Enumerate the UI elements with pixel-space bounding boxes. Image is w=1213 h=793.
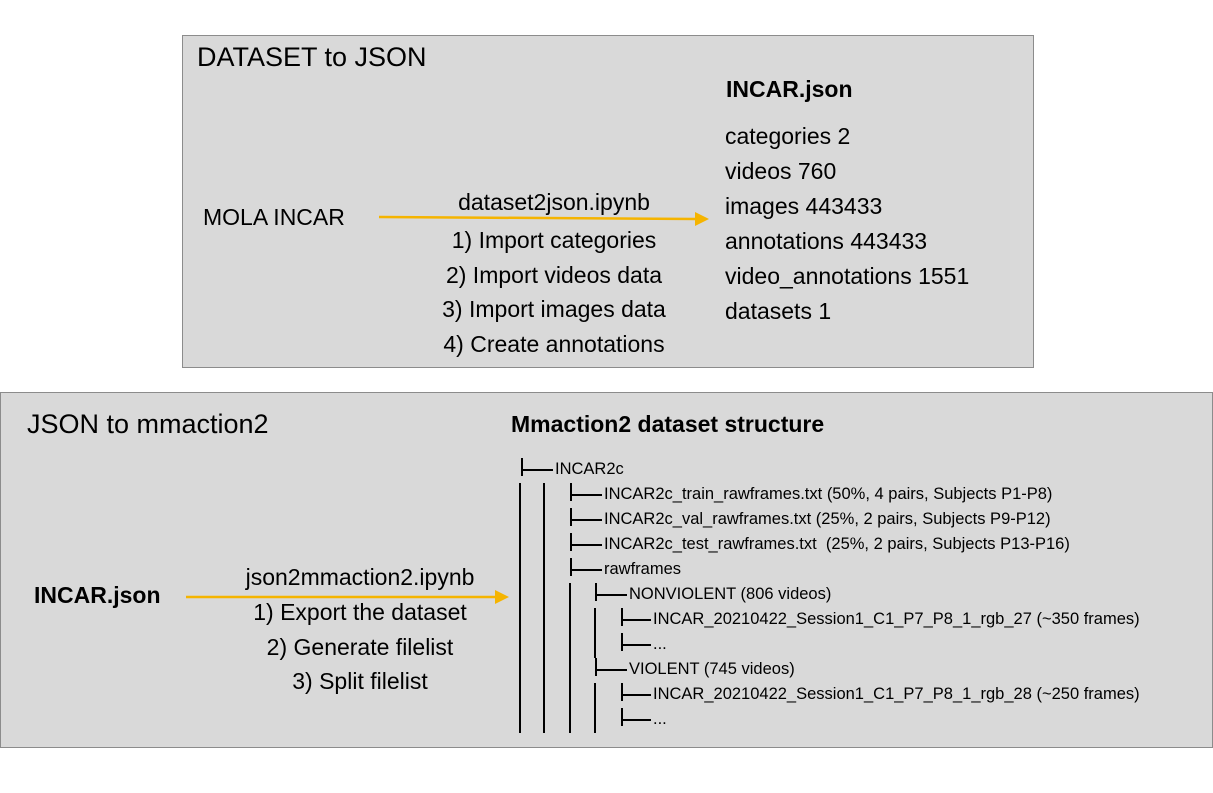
directory-tree: INCAR2c INCAR2c_train_rawframes.txt (50%… — [1, 393, 1213, 749]
panel1-arrow-icon — [379, 212, 709, 226]
tree-connector — [621, 608, 623, 626]
tree-connector — [621, 719, 651, 721]
tree-connector — [595, 669, 627, 671]
tree-connector — [621, 644, 651, 646]
panel1-output-item: annotations 443433 — [725, 228, 928, 254]
tree-connector — [570, 494, 602, 496]
panel2-source-label: INCAR.json — [34, 582, 161, 608]
panel1-step: 3) Import images data — [442, 296, 666, 322]
dataset-to-json-panel: DATASET to JSON MOLA INCAR dataset2json.… — [182, 35, 1034, 368]
tree-connector — [570, 519, 602, 521]
tree-branch-line — [594, 608, 596, 658]
tree-connector — [521, 469, 553, 471]
panel1-output-item: videos 760 — [725, 158, 837, 184]
panel2-step: 3) Split filelist — [292, 668, 428, 694]
structure-title: Mmaction2 dataset structure — [511, 411, 825, 437]
tree-connector — [621, 633, 623, 651]
tree-branch-line — [594, 683, 596, 733]
panel2-notebook-label: json2mmaction2.ipynb — [245, 564, 475, 590]
tree-nonviolent-folder: NONVIOLENT (806 videos) — [629, 585, 832, 603]
tree-connector — [570, 569, 602, 571]
tree-val-file: INCAR2c_val_rawframes.txt (25%, 2 pairs,… — [604, 510, 1051, 528]
panel1-steps: 1) Import categories 2) Import videos da… — [419, 223, 689, 361]
tree-connector — [521, 458, 523, 476]
panel1-title: DATASET to JSON — [197, 42, 427, 72]
tree-ellipsis: ... — [653, 635, 667, 653]
tree-connector — [570, 508, 572, 526]
tree-connector — [621, 683, 623, 701]
panel2-step: 1) Export the dataset — [253, 599, 467, 625]
panel1-source-label: MOLA INCAR — [203, 204, 345, 230]
tree-root-folder: INCAR2c — [555, 460, 624, 478]
panel1-output-item: images 443433 — [725, 193, 883, 219]
panel2-arrow-icon — [186, 590, 509, 604]
panel1-output-title: INCAR.json — [726, 76, 853, 102]
tree-test-file: INCAR2c_test_rawframes.txt (25%, 2 pairs… — [604, 535, 1070, 553]
tree-connector — [621, 619, 651, 621]
panel1-output-item: categories 2 — [725, 123, 851, 149]
tree-branch-line — [519, 483, 521, 733]
tree-connector — [621, 708, 623, 726]
tree-branch-line — [569, 583, 571, 733]
tree-violent-folder: VIOLENT (745 videos) — [629, 660, 795, 678]
panel2-steps: 1) Export the dataset 2) Generate fileli… — [222, 595, 498, 699]
tree-connector — [570, 533, 572, 551]
tree-connector — [570, 558, 572, 576]
tree-connector — [570, 544, 602, 546]
panel1-output-item: datasets 1 — [725, 298, 832, 324]
json-to-mmaction2-panel: JSON to mmaction2 INCAR.json json2mmacti… — [0, 392, 1213, 748]
tree-connector — [595, 658, 597, 676]
panel1-notebook-label: dataset2json.ipynb — [458, 189, 650, 215]
panel1-step: 1) Import categories — [451, 227, 657, 253]
panel1-step: 4) Create annotations — [443, 330, 665, 357]
panel1-step: 2) Import videos data — [445, 261, 663, 288]
tree-train-file: INCAR2c_train_rawframes.txt (50%, 4 pair… — [604, 485, 1053, 503]
panel2-step: 2) Generate filelist — [266, 633, 454, 660]
panel1-output-item: video_annotations 1551 — [725, 263, 970, 289]
panel1-output-list: categories 2 videos 760 images 443433 an… — [725, 119, 969, 329]
panel2-title: JSON to mmaction2 — [27, 409, 269, 439]
tree-connector — [595, 583, 597, 601]
tree-connector — [595, 594, 627, 596]
tree-connector — [570, 483, 572, 501]
tree-nonviolent-example: INCAR_20210422_Session1_C1_P7_P8_1_rgb_2… — [653, 610, 1140, 628]
tree-violent-example: INCAR_20210422_Session1_C1_P7_P8_1_rgb_2… — [653, 685, 1140, 703]
tree-rawframes-folder: rawframes — [604, 560, 682, 578]
tree-ellipsis: ... — [653, 710, 667, 728]
tree-branch-line — [543, 483, 545, 733]
tree-connector — [621, 694, 651, 696]
